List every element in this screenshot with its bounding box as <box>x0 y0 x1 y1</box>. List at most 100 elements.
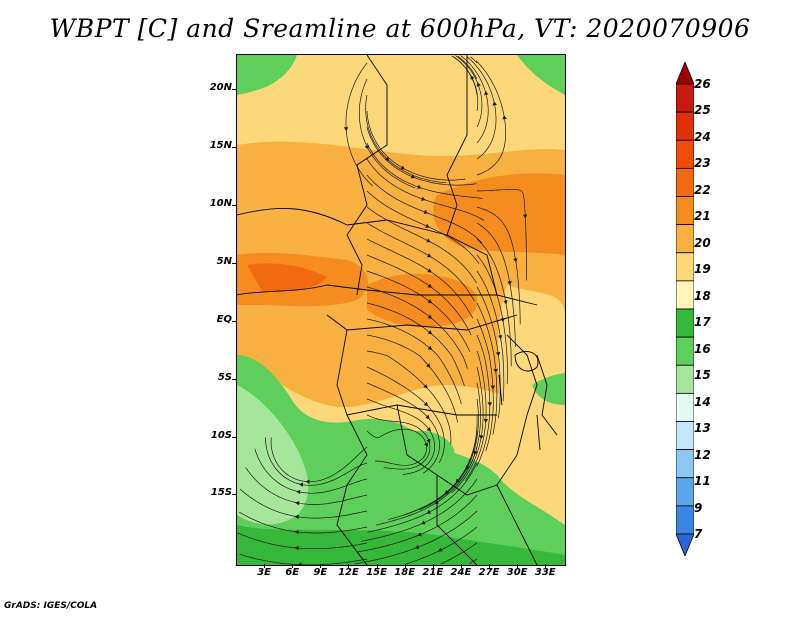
streamline-arrow <box>294 545 299 551</box>
streamline-arrow <box>470 75 475 80</box>
streamline-arrow <box>493 368 498 373</box>
field-green-east-coast <box>532 373 565 405</box>
streamline-arrow <box>425 414 430 420</box>
streamline <box>466 56 497 160</box>
colorbar-segment <box>676 280 694 310</box>
x-tick <box>292 564 294 568</box>
streamline-arrow <box>424 442 429 448</box>
streamline-arrow <box>455 478 460 484</box>
x-tick-label: 27E <box>478 567 500 578</box>
streamline-arrow <box>296 489 301 495</box>
streamline-arrow <box>400 165 405 170</box>
streamline <box>245 467 368 505</box>
streamline-arrow <box>479 435 484 440</box>
colorbar-level-label: 21 <box>694 209 711 224</box>
x-tick <box>348 564 350 568</box>
streamline-arrow <box>495 351 501 357</box>
streamline-arrow <box>305 479 310 484</box>
y-tick <box>232 320 236 322</box>
colorbar-top-arrow <box>676 62 694 85</box>
streamline <box>476 286 501 419</box>
x-tick <box>489 564 491 568</box>
colorbar-level-label: 20 <box>694 235 711 250</box>
y-tick-label: 5N <box>216 255 232 267</box>
x-tick-label: 15E <box>366 567 387 578</box>
streamline-arrow <box>423 209 429 214</box>
streamline-arrow <box>490 385 495 390</box>
colorbar-level-label: 24 <box>694 129 711 144</box>
y-tick <box>232 436 236 438</box>
streamline <box>460 55 489 144</box>
colorbar-segment <box>676 224 694 254</box>
lakes <box>498 351 541 451</box>
streamline <box>239 511 368 534</box>
field-green-northwest <box>237 55 297 95</box>
streamline-arrow <box>427 314 433 319</box>
streamline-arrow <box>420 520 426 525</box>
colorbar-segment <box>676 336 694 366</box>
streamline <box>457 56 478 80</box>
y-tick <box>232 204 236 206</box>
y-tick <box>232 494 236 496</box>
streamline-arrow <box>427 330 433 335</box>
streamline <box>265 437 368 486</box>
streamline-arrow <box>343 127 349 132</box>
streamline <box>366 126 477 186</box>
streamline <box>366 190 480 264</box>
x-tick <box>460 564 462 568</box>
colorbar-level-label: 11 <box>694 474 711 489</box>
streamline-arrow <box>503 300 508 305</box>
streamline-arrow <box>423 401 429 407</box>
streamline <box>440 542 478 565</box>
streamline <box>366 318 462 405</box>
colorbar-segment <box>676 167 694 197</box>
colorbar-segment <box>676 83 694 113</box>
colorbar-segment <box>676 252 694 282</box>
y-tick <box>232 262 236 264</box>
streamline-arrow <box>426 363 431 368</box>
streamline <box>405 526 478 565</box>
streamline <box>366 142 483 199</box>
x-tick <box>404 564 406 568</box>
streamline-arrow <box>294 529 299 535</box>
colorbar-level-label: 9 <box>694 500 703 515</box>
field-yellow-east <box>497 285 565 525</box>
streamline-arrow <box>427 345 433 350</box>
colorbar-segment <box>676 111 694 141</box>
colorbar-level-label: 16 <box>694 341 711 356</box>
streamline <box>366 270 471 352</box>
wbpt-streamline-map <box>237 55 565 565</box>
streamline <box>366 286 468 369</box>
streamline-arrow <box>294 514 299 520</box>
colorbar-level-label: 14 <box>694 394 711 409</box>
y-tick <box>232 88 236 90</box>
streamline <box>476 254 508 385</box>
streamline-arrow <box>473 450 478 456</box>
streamline <box>366 222 475 302</box>
y-tick-label: 10N <box>209 197 232 209</box>
streamline-arrow <box>487 402 492 407</box>
y-tick-label: 15N <box>209 139 232 151</box>
colorbar-level-label: 19 <box>694 262 711 277</box>
x-tick-label: 6E <box>285 567 300 578</box>
colorbar-segment <box>676 477 694 507</box>
streamline-arrow <box>410 174 416 179</box>
streamline <box>366 428 427 466</box>
streamline <box>366 366 445 464</box>
streamline <box>464 350 487 481</box>
x-tick <box>545 564 547 568</box>
streamline <box>476 222 516 347</box>
streamline <box>366 334 458 423</box>
colorbar-level-label: 25 <box>694 103 711 118</box>
streamline-arrow <box>465 465 470 470</box>
streamline <box>357 494 478 553</box>
streamline-arrow <box>513 258 518 263</box>
streamline-arrow <box>476 82 481 87</box>
colorbar-level-label: 23 <box>694 156 711 171</box>
field-orange-dark-patch <box>247 263 327 292</box>
streamline <box>237 532 368 550</box>
streamline-arrow <box>426 253 432 258</box>
colorbar-level-label: 18 <box>694 288 711 303</box>
field-orange-core-east <box>433 173 565 255</box>
streamline <box>365 94 447 184</box>
